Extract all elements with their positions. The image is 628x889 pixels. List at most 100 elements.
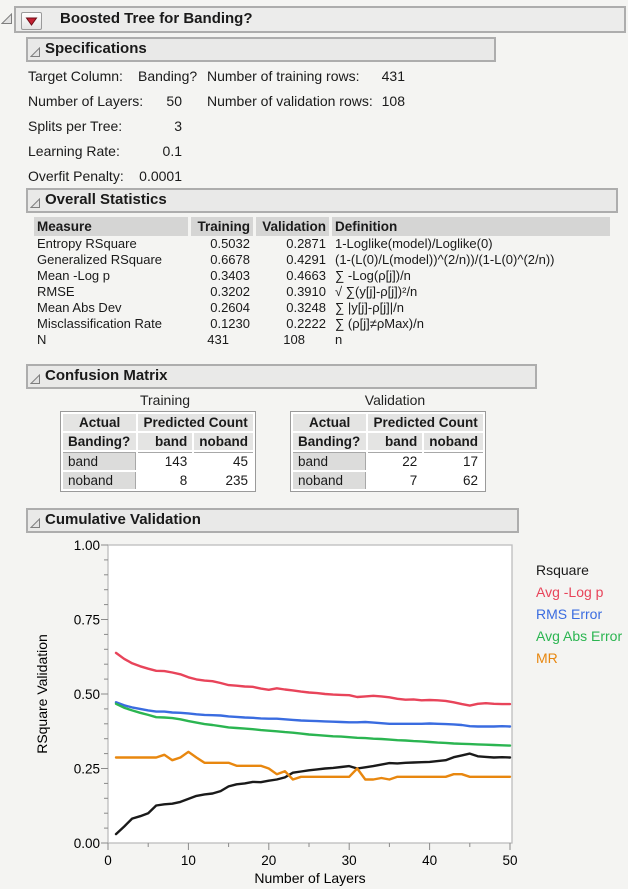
x-axis-title: Number of Layers: [254, 870, 365, 886]
y-tick-label: 1.00: [74, 538, 100, 553]
disclosure-open-icon[interactable]: [0, 12, 13, 30]
series-line-avg-abs-error: [114, 702, 512, 747]
disclosure-open-icon[interactable]: [29, 371, 41, 391]
stat-training-value: 0.1230: [210, 316, 250, 331]
confusion-matrix-training-table: Actual Predicted Count Banding? band noband b…: [60, 411, 256, 492]
section-header-overall-statistics: Overall Statistics: [26, 188, 618, 213]
predicted-class-header: noband: [194, 433, 253, 450]
table-row: N 431 108 n: [34, 332, 610, 348]
specifications-left-column: Target Column: Banding? Number of Layers: 5…: [28, 64, 198, 189]
stat-validation-value: 0.3248: [286, 300, 326, 315]
stat-measure: Entropy RSquare: [37, 236, 137, 251]
confusion-count: 62: [462, 473, 478, 488]
section-title: Overall Statistics: [45, 191, 167, 208]
x-tick-label: 10: [181, 853, 196, 868]
red-triangle-menu-button[interactable]: [21, 12, 42, 30]
series-line-rsquare: [114, 752, 512, 836]
table-row: Mean Abs Dev 0.2604 0.3248 ∑ |y[j]-ρ[j]|/n: [34, 300, 610, 316]
stat-measure: RMSE: [37, 284, 75, 299]
table-row: Misclassification Rate 0.1230 0.2222 ∑ (ρ[j…: [34, 316, 610, 332]
actual-header: Actual: [63, 414, 137, 431]
stat-measure: Mean -Log p: [37, 268, 110, 283]
stat-definition: ∑ (ρ[j]≠ρMax)/n: [335, 316, 424, 331]
table-row: Generalized RSquare 0.6678 0.4291 (1-(L(0)/…: [34, 252, 610, 268]
overall-statistics-table: Measure Training Validation Definition Entro…: [34, 217, 610, 348]
stat-validation-value: 108: [283, 332, 305, 347]
table-row: Mean -Log p 0.3403 0.4663 ∑ -Log(ρ[j])/n: [34, 268, 610, 284]
confusion-matrix-validation-table: Actual Predicted Count Banding? band noband b…: [290, 411, 486, 492]
disclosure-open-icon[interactable]: [29, 195, 41, 215]
row-variable-header: Banding?: [63, 433, 137, 450]
y-tick-label: 0.00: [74, 836, 100, 851]
row-variable-header: Banding?: [293, 433, 367, 450]
stat-definition: 1-Loglike(model)/Loglike(0): [335, 236, 493, 251]
section-header-confusion-matrix: Confusion Matrix: [26, 364, 537, 389]
chart-legend: Rsquare Avg -Log p RMS Error Avg Abs Error M…: [536, 559, 622, 669]
stat-validation-value: 0.2222: [286, 316, 326, 331]
legend-item-avg-log-p[interactable]: Avg -Log p: [536, 584, 604, 600]
table-row: Entropy RSquare 0.5032 0.2871 1-Loglike(mod…: [34, 236, 610, 252]
table-row: noband 7 62: [293, 472, 483, 489]
legend-item-rms-error[interactable]: RMS Error: [536, 606, 603, 622]
predicted-count-header: Predicted Count: [368, 414, 483, 431]
stats-header-row: Measure Training Validation Definition: [34, 217, 610, 236]
stats-col-definition: Definition: [332, 217, 610, 236]
stats-col-measure: Measure: [34, 217, 188, 236]
y-tick-label: 0.25: [74, 762, 100, 777]
legend-item-rsquare[interactable]: Rsquare: [536, 562, 589, 578]
series-line-avg-log-p: [114, 651, 512, 707]
confusion-count: 7: [409, 473, 418, 488]
spec-value: Banding?: [138, 68, 198, 84]
stats-col-training: Training: [191, 217, 253, 236]
confusion-header-row-2: Banding? band noband: [293, 433, 483, 450]
legend-item-avg-abs-error[interactable]: Avg Abs Error: [536, 628, 623, 644]
spec-value: 108: [381, 93, 405, 109]
confusion-caption-training: Training: [139, 392, 191, 408]
y-tick-label: 0.50: [74, 687, 100, 702]
report-title-bar: Boosted Tree for Banding?: [14, 6, 626, 33]
table-row: noband 8 235: [63, 472, 253, 489]
spec-label: Overfit Penalty:: [28, 168, 124, 184]
spec-label: Number of validation rows:: [207, 93, 373, 109]
specifications-right-column: Number of training rows: 431 Number of val…: [207, 64, 405, 114]
stat-definition: (1-(L(0)/L(model))^(2/n))/(1-L(0)^(2/n)): [335, 252, 555, 267]
stat-validation-value: 0.2871: [286, 236, 326, 251]
stat-definition: √ ∑(y[j]-ρ[j])²/n: [335, 284, 418, 299]
stat-validation-value: 0.3910: [286, 284, 326, 299]
stat-training-value: 0.2604: [210, 300, 250, 315]
stat-validation-value: 0.4663: [286, 268, 326, 283]
table-row: band 22 17: [293, 452, 483, 470]
confusion-caption-validation: Validation: [364, 392, 426, 408]
actual-class-label: band: [63, 452, 137, 470]
section-title: Specifications: [45, 40, 147, 57]
cumulative-validation-chart[interactable]: 0.00 0.25 0.50 0.75 1.00 0 10 20 30 40 50 Number of…: [0, 535, 628, 889]
x-tick-label: 30: [342, 853, 357, 868]
predicted-class-header: noband: [424, 433, 483, 450]
stat-validation-value: 0.4291: [286, 252, 326, 267]
disclosure-open-icon[interactable]: [29, 44, 41, 64]
confusion-header-row-2: Banding? band noband: [63, 433, 253, 450]
disclosure-open-icon[interactable]: [29, 515, 41, 535]
series-line-rms-error: [114, 701, 512, 728]
confusion-count: 45: [194, 452, 253, 470]
stat-training-value: 0.6678: [210, 252, 250, 267]
x-tick-label: 50: [502, 853, 517, 868]
x-tick-label: 0: [104, 853, 112, 868]
spec-value: 431: [381, 68, 405, 84]
confusion-count: 235: [225, 473, 248, 488]
section-title: Cumulative Validation: [45, 511, 201, 528]
spec-value: 0.1: [162, 143, 182, 159]
confusion-header-row-1: Actual Predicted Count: [293, 414, 483, 431]
section-header-specifications: Specifications: [26, 37, 496, 62]
y-tick-label: 0.75: [74, 613, 100, 628]
spec-value: 50: [166, 93, 182, 109]
confusion-count: 22: [368, 452, 423, 470]
confusion-count: 8: [179, 473, 188, 488]
table-row: band 143 45: [63, 452, 253, 470]
stats-col-validation: Validation: [256, 217, 329, 236]
spec-value: 0.0001: [139, 168, 182, 184]
stat-training-value: 0.3403: [210, 268, 250, 283]
legend-item-mr[interactable]: MR: [536, 650, 558, 666]
actual-class-label: noband: [63, 472, 137, 489]
